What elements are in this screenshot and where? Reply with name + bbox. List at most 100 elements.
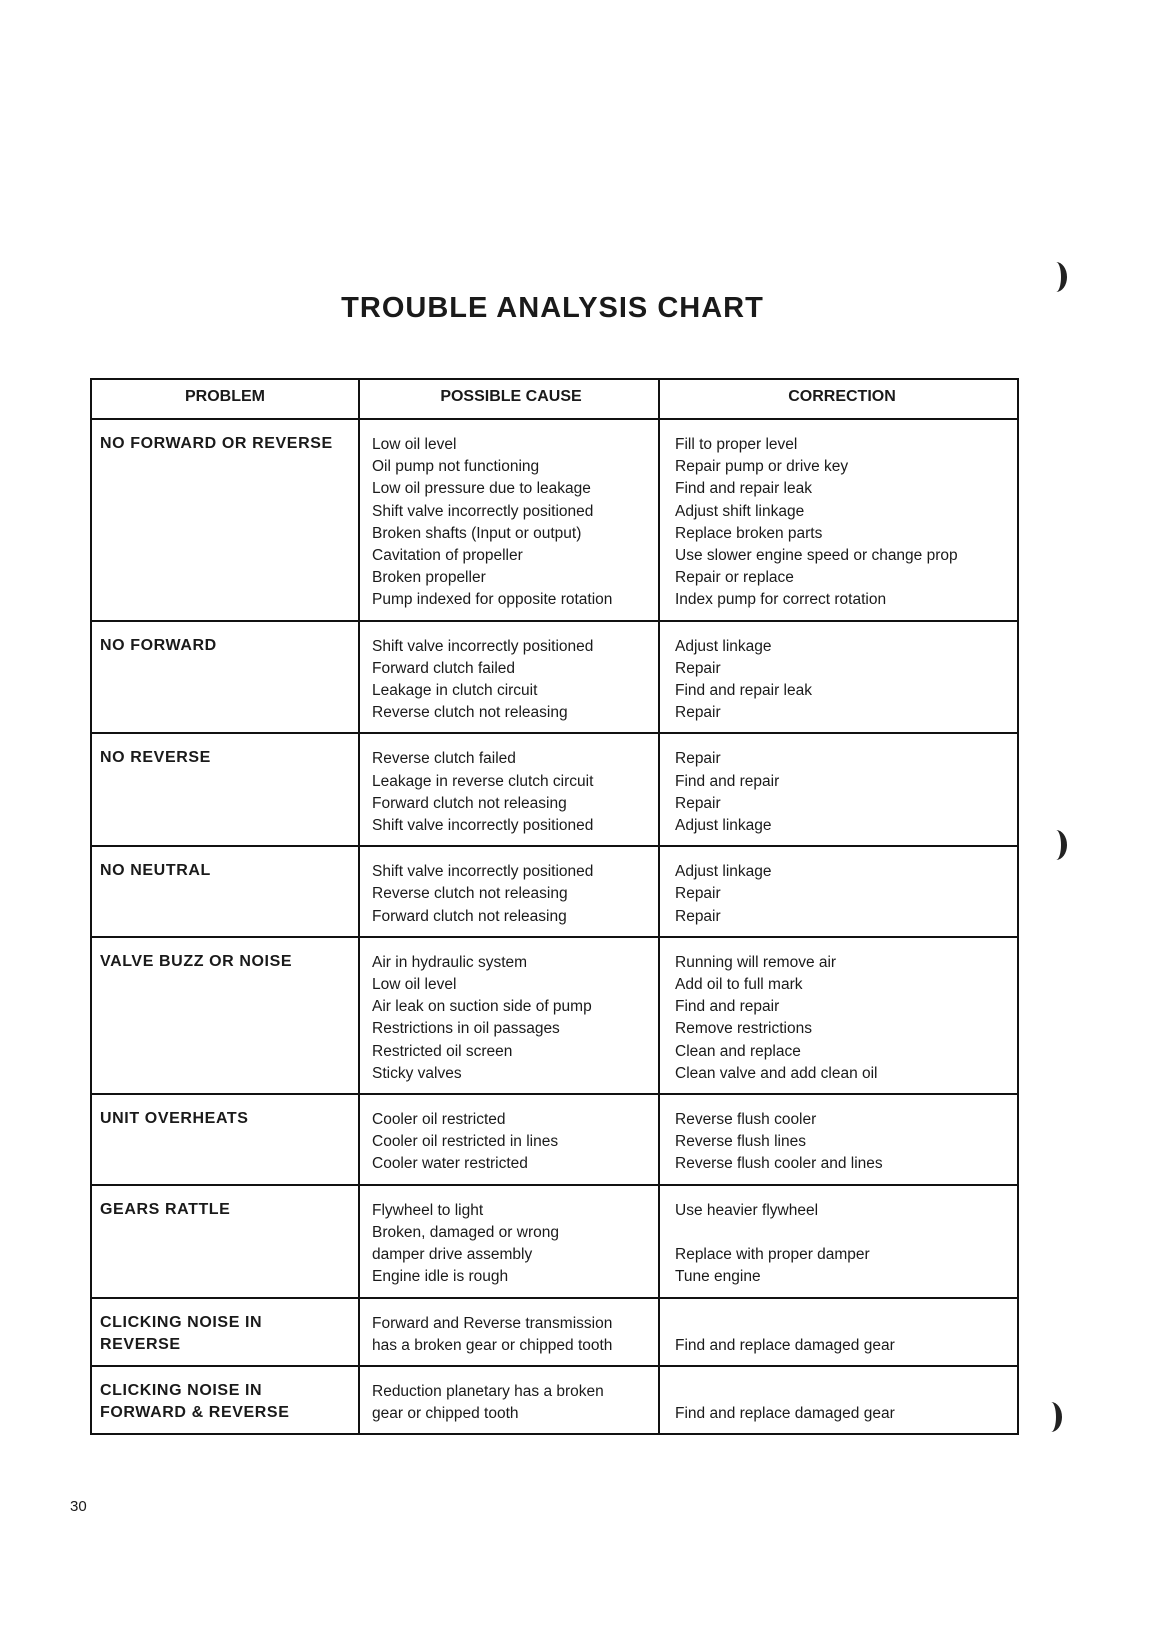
correction-item: Reverse flush cooler [675,1111,817,1129]
problem-cell: UNIT OVERHEATS [92,1095,360,1184]
correction-item: Replace broken parts [675,524,823,542]
cause-item: Oil pump not functioning [372,458,540,476]
correction-item: Replace with proper damper [675,1245,870,1263]
cause-item: Forward and Reverse transmission [372,1314,613,1332]
correction-cell: Repair Find and repair Repair Adjust linkag… [660,734,1017,845]
cause-item: gear or chipped tooth [372,1405,519,1423]
header-possible-cause: POSSIBLE CAUSE [360,380,660,418]
correction-item: Find and repair [675,998,780,1016]
page-number: 30 [70,1498,87,1515]
cause-item: Pump indexed for opposite rotation [372,591,613,609]
cause-item: Low oil level [372,976,457,994]
cause-item: Broken shafts (Input or output) [372,524,582,542]
problem-text: NO FORWARD OR REVERSE [100,435,333,452]
correction-item: Repair or replace [675,569,794,587]
correction-cell: Find and replace damaged gear [660,1367,1017,1433]
correction-item: Repair [675,704,721,722]
cause-item: has a broken gear or chipped tooth [372,1336,613,1354]
problem-text: NO REVERSE [100,749,211,767]
correction-item: Repair [675,750,721,768]
page-title: TROUBLE ANALYSIS CHART [341,292,764,324]
table-row: CLICKING NOISE IN REVERSE Forward and Reve… [92,1298,1017,1367]
problem-cell: CLICKING NOISE IN REVERSE [92,1298,360,1365]
table-row: UNIT OVERHEATS Cooler oil restricted Coole… [92,1095,1017,1186]
cause-item: Low oil pressure due to leakage [372,480,591,498]
correction-item: Repair pump or drive key [675,458,849,476]
cause-cell: Low oil level Oil pump not functioning Low… [360,420,660,620]
cause-item: Leakage in reverse clutch circuit [372,772,594,790]
cause-cell: Flywheel to light Broken, damaged or wron… [360,1185,660,1297]
problem-text: VALVE BUZZ OR NOISE [100,952,293,970]
cause-item: Shift valve incorrectly positioned [372,502,594,520]
problem-text: CLICKING NOISE IN [100,1313,263,1331]
cause-item: Low oil level [372,436,457,453]
problem-text: FORWARD & REVERSE [100,1403,290,1421]
problem-cell: VALVE BUZZ OR NOISE [92,937,360,1094]
correction-item: Reverse flush cooler and lines [675,1155,883,1173]
binding-hole-mark [1045,830,1067,860]
header-correction: CORRECTION [788,388,896,405]
cause-item: Sticky valves [372,1064,462,1082]
problem-cell: NO FORWARD OR REVERSE [92,420,360,620]
table-row: VALVE BUZZ OR NOISE Air in hydraulic syst… [92,937,1017,1096]
cause-item: Reduction planetary has a broken [372,1382,604,1400]
binding-hole-mark [1045,262,1067,292]
problem-text: UNIT OVERHEATS [100,1110,249,1128]
problem-cell: CLICKING NOISE IN FORWARD & REVERSE [92,1366,360,1434]
cause-cell: Shift valve incorrectly positioned Revers… [360,847,660,936]
correction-item: Find and repair leak [675,480,812,498]
cause-item: damper drive assembly [372,1246,533,1264]
correction-item: Find and replace damaged gear [675,1404,895,1422]
cause-cell: Shift valve incorrectly positioned Forwar… [360,621,660,733]
correction-item [675,1313,1009,1335]
table-body: NO FORWARD OR REVERSE Low oil level Oil pu… [92,420,1017,1436]
cause-cell: Reduction planetary has a broken gear or … [360,1366,660,1434]
correction-item: Adjust linkage [675,863,772,881]
problem-text: REVERSE [100,1335,181,1353]
problem-cell: NO NEUTRAL [92,847,360,936]
correction-item [675,1222,1009,1244]
correction-item: Repair [675,885,721,903]
cause-item: Engine idle is rough [372,1268,509,1286]
cause-item: Forward clutch failed [372,659,516,677]
correction-item: Reverse flush lines [675,1133,806,1151]
table-row: CLICKING NOISE IN FORWARD & REVERSE Reduct… [92,1366,1017,1436]
correction-item: Use slower engine speed or change prop [675,547,958,565]
problem-text: NO NEUTRAL [100,862,211,880]
correction-item: Running will remove air [675,953,837,971]
cause-cell: Reverse clutch failed Leakage in reverse … [360,734,660,846]
cause-item: Air leak on suction side of pump [372,998,592,1016]
cause-item: Cooler oil restricted in lines [372,1133,559,1151]
problem-text: NO FORWARD [100,636,217,654]
correction-cell: Use heavier flywheel Replace with proper … [660,1186,1017,1297]
trouble-analysis-table: PROBLEM POSSIBLE CAUSE CORRECTION NO FOR… [90,378,1019,1436]
correction-item: Find and repair [675,772,780,790]
correction-cell: Reverse flush cooler Reverse flush lines R… [660,1095,1017,1184]
correction-item: Adjust shift linkage [675,502,805,520]
cause-item: Flywheel to light [372,1201,484,1219]
correction-item: Adjust linkage [675,817,772,835]
problem-text: GEARS RATTLE [100,1200,231,1218]
binding-hole-mark [1040,1402,1062,1432]
correction-item: Clean and replace [675,1042,801,1060]
correction-cell: Running will remove air Add oil to full m… [660,938,1017,1093]
correction-item: Use heavier flywheel [675,1201,819,1219]
cause-item: Cavitation of propeller [372,547,523,565]
cause-item: Air in hydraulic system [372,953,528,971]
correction-item: Find and repair leak [675,682,812,700]
correction-item: Repair [675,907,721,925]
problem-cell: NO REVERSE [92,734,360,846]
table-row: NO FORWARD OR REVERSE Low oil level Oil pu… [92,420,1017,622]
correction-item: Remove restrictions [675,1020,812,1038]
table-row: NO REVERSE Reverse clutch failed Leakage i… [92,734,1017,848]
cause-item: Restricted oil screen [372,1042,513,1060]
table-header: PROBLEM POSSIBLE CAUSE CORRECTION [92,380,1017,420]
correction-item: Find and replace damaged gear [675,1336,895,1354]
cause-item: Reverse clutch not releasing [372,885,568,903]
correction-cell: Fill to proper level Repair pump or drive… [660,420,1017,620]
correction-cell: Adjust linkage Repair Find and repair leak… [660,622,1017,733]
cause-cell: Air in hydraulic system Low oil level Air … [360,937,660,1094]
correction-item: Repair [675,794,721,812]
correction-item: Fill to proper level [675,436,798,453]
cause-item: Broken propeller [372,569,486,587]
